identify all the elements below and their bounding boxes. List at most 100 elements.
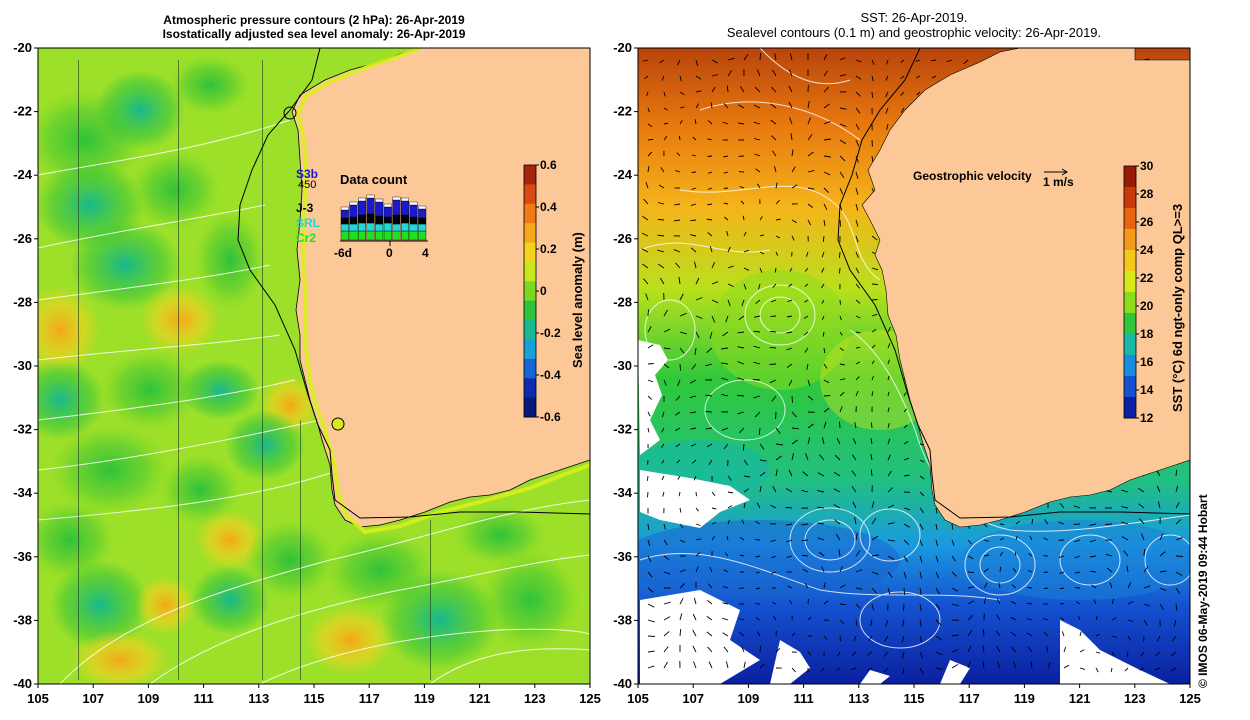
velocity-arrow <box>679 613 683 621</box>
velocity-arrow <box>1046 646 1049 653</box>
velocity-arrow <box>1011 584 1017 589</box>
velocity-arrow <box>817 489 825 493</box>
velocity-arrow <box>871 587 877 594</box>
velocity-arrow <box>679 75 682 82</box>
velocity-arrow <box>807 651 812 656</box>
velocity-arrow <box>663 555 670 561</box>
left-y-tick-label: -40 <box>13 676 32 691</box>
right-colorbar-swatch <box>1124 376 1136 398</box>
velocity-arrow <box>839 347 844 351</box>
velocity-arrow <box>770 299 777 303</box>
velocity-arrow <box>772 601 777 605</box>
velocity-arrow <box>711 315 716 323</box>
velocity-arrow <box>983 582 988 589</box>
velocity-arrow <box>818 551 825 557</box>
velocity-arrow <box>1028 646 1033 653</box>
velocity-arrow <box>722 617 729 621</box>
velocity-arrow <box>759 216 763 221</box>
data-count-bar <box>375 230 384 241</box>
velocity-arrow <box>1061 631 1065 637</box>
velocity-arrow <box>901 651 905 659</box>
velocity-arrow <box>661 475 665 481</box>
velocity-arrow <box>1175 555 1184 557</box>
velocity-arrow <box>753 121 761 125</box>
velocity-arrow <box>996 646 1001 653</box>
velocity-arrow <box>1143 619 1148 626</box>
velocity-arrow <box>726 535 729 541</box>
velocity-arrow <box>737 122 745 125</box>
velocity-arrow <box>871 235 878 241</box>
velocity-arrow <box>691 363 697 370</box>
velocity-arrow <box>791 166 796 173</box>
velocity-arrow <box>902 619 905 627</box>
data-count-bar-gap <box>375 198 384 203</box>
velocity-arrow <box>806 363 809 370</box>
velocity-arrow <box>775 469 778 477</box>
velocity-arrow <box>707 120 713 125</box>
velocity-arrow <box>871 283 879 286</box>
left-colorbar-tick: 0.4 <box>540 200 557 214</box>
velocity-arrow <box>1030 661 1033 669</box>
velocity-arrow <box>647 166 650 173</box>
velocity-arrow <box>647 665 655 669</box>
velocity-arrow <box>788 283 793 287</box>
velocity-arrow <box>738 315 745 321</box>
velocity-arrow <box>886 123 889 131</box>
velocity-arrow <box>677 379 681 387</box>
velocity-arrow <box>663 539 668 546</box>
velocity-arrow <box>722 586 729 589</box>
velocity-arrow <box>839 267 841 274</box>
velocity-arrow <box>919 603 922 611</box>
velocity-arrow <box>839 378 846 381</box>
velocity-arrow <box>887 504 895 509</box>
velocity-arrow <box>786 347 793 351</box>
data-count-bar-gap <box>409 201 418 206</box>
velocity-arrow <box>801 523 809 526</box>
velocity-arrow <box>743 661 746 669</box>
data-count-bar <box>409 223 418 232</box>
velocity-arrow <box>807 437 811 445</box>
velocity-arrow <box>1043 587 1049 590</box>
velocity-arrow <box>823 421 827 429</box>
left-title-line1: Atmospheric pressure contours (2 hPa): 2… <box>163 13 465 27</box>
velocity-arrow <box>679 293 684 301</box>
velocity-arrow <box>769 346 777 349</box>
velocity-arrow <box>982 645 985 653</box>
velocity-arrow <box>663 107 668 111</box>
velocity-arrow <box>887 555 895 560</box>
velocity-arrow <box>775 455 782 461</box>
velocity-arrow <box>658 263 665 269</box>
velocity-arrow <box>673 249 681 253</box>
velocity-arrow <box>737 331 745 334</box>
left-colorbar-label: Sea level anomaly (m) <box>570 232 585 368</box>
velocity-arrow <box>740 200 745 205</box>
velocity-arrow <box>1079 667 1086 670</box>
velocity-arrow <box>775 427 781 434</box>
velocity-arrow <box>663 523 666 530</box>
velocity-arrow <box>723 103 729 109</box>
velocity-arrow <box>871 75 874 82</box>
velocity-arrow <box>791 667 796 673</box>
left-y-tick-label: -32 <box>13 422 32 437</box>
velocity-arrow <box>721 362 729 365</box>
velocity-arrow <box>643 278 649 285</box>
velocity-arrow <box>791 395 793 403</box>
velocity-arrow <box>855 587 863 590</box>
velocity-arrow <box>647 395 653 400</box>
velocity-arrow <box>711 299 719 304</box>
velocity-arrow <box>870 453 873 461</box>
velocity-arrow <box>935 571 940 579</box>
velocity-arrow <box>870 438 873 445</box>
velocity-arrow <box>855 346 861 349</box>
velocity-arrow <box>983 523 988 528</box>
left-colorbar-tick: -0.4 <box>540 368 561 382</box>
velocity-arrow <box>903 474 910 477</box>
velocity-arrow <box>707 583 713 589</box>
velocity-arrow <box>887 539 895 542</box>
velocity-arrow <box>801 554 809 557</box>
data-count-bar <box>383 216 392 224</box>
velocity-arrow <box>871 571 879 575</box>
velocity-arrow <box>759 52 762 61</box>
velocity-arrow <box>771 395 777 402</box>
velocity-arrow <box>1139 518 1145 525</box>
